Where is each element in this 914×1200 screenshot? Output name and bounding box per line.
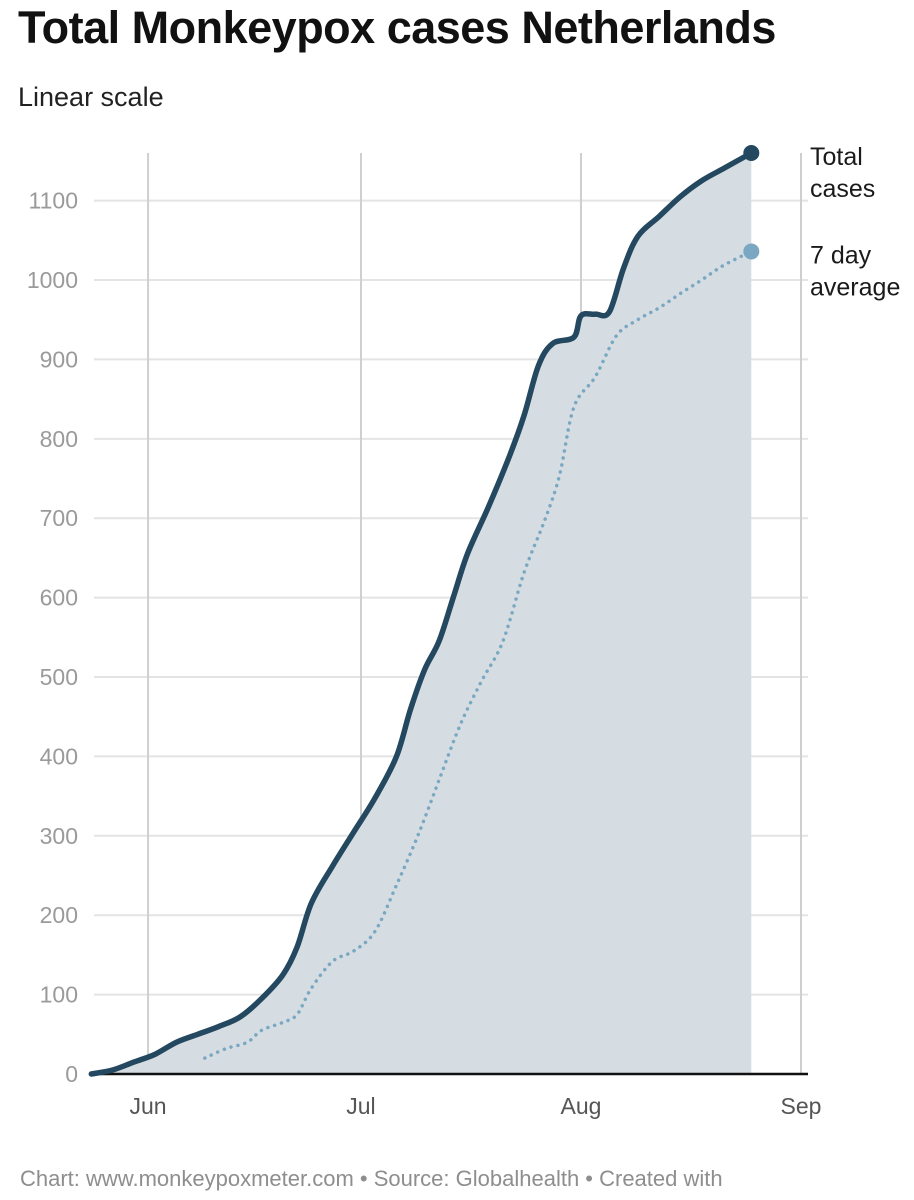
series-line-total-cases bbox=[88, 150, 755, 1077]
x-tick-label-jun: Jun bbox=[130, 1093, 167, 1119]
y-tick-label-500: 500 bbox=[40, 664, 78, 690]
area-total-cases bbox=[91, 153, 752, 1074]
y-tick-label-0: 0 bbox=[65, 1061, 78, 1087]
y-tick-label-1100: 1100 bbox=[29, 188, 78, 214]
chart-title: Total Monkeypox cases Netherlands bbox=[18, 2, 776, 53]
y-tick-label-300: 300 bbox=[40, 823, 78, 849]
end-label-line-7-day-average-0: 7 day bbox=[810, 241, 872, 269]
y-tick-label-1000: 1000 bbox=[27, 267, 78, 293]
end-label-total-cases: Total cases bbox=[810, 143, 875, 203]
x-tick-label-sep: Sep bbox=[781, 1093, 822, 1119]
y-tick-label-200: 200 bbox=[40, 902, 78, 928]
chart-footer: Chart: www.monkeypoxmeter.com • Source: … bbox=[20, 1166, 723, 1191]
end-marker-7-day-average bbox=[743, 243, 760, 260]
end-label-line-total-cases-1: cases bbox=[810, 175, 875, 203]
end-label-7-day-average: 7 day average bbox=[810, 241, 900, 301]
chart-subtitle: Linear scale bbox=[18, 82, 164, 112]
end-label-line-7-day-average-1: average bbox=[810, 273, 900, 301]
y-tick-label-100: 100 bbox=[40, 982, 78, 1008]
y-tick-label-800: 800 bbox=[40, 426, 78, 452]
y-tick-label-900: 900 bbox=[40, 346, 78, 372]
series-line-7-day-average bbox=[203, 249, 754, 1060]
y-tick-label-600: 600 bbox=[40, 585, 78, 611]
x-tick-label-aug: Aug bbox=[561, 1093, 602, 1119]
y-tick-label-400: 400 bbox=[40, 743, 78, 769]
end-label-line-total-cases-0: Total bbox=[810, 143, 863, 171]
line-chart: 0 100 200 300 400 500 600 700 800 900 1000 1100 Jun J… bbox=[27, 143, 901, 1119]
end-marker-total-cases bbox=[743, 145, 760, 161]
x-tick-label-jul: Jul bbox=[346, 1093, 375, 1119]
y-tick-label-700: 700 bbox=[40, 505, 78, 531]
